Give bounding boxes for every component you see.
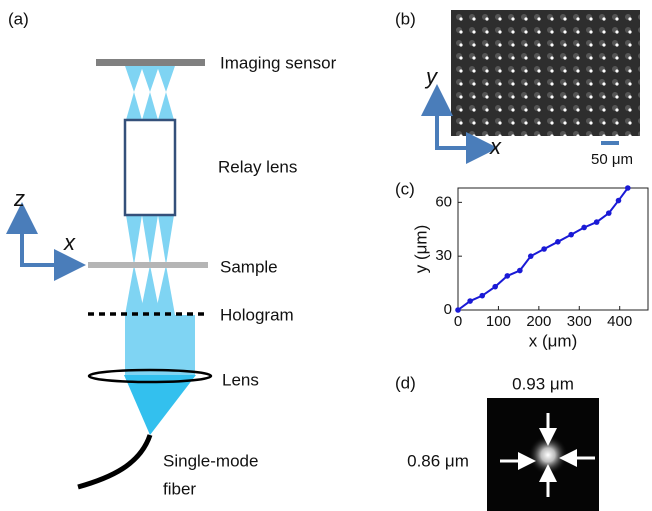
x-tick-label: 100 [486, 313, 511, 330]
point [505, 273, 511, 279]
label: Hologram [220, 305, 294, 324]
panel-label: (c) [395, 179, 415, 198]
axis-letter: x [63, 230, 76, 255]
x-tick-label: 0 [454, 313, 462, 330]
y-axis-label: y (μm) [411, 225, 430, 274]
point [492, 284, 498, 290]
panel-label: (d) [395, 373, 416, 392]
point [455, 307, 461, 313]
axis-letter: z [13, 186, 25, 211]
point [467, 298, 473, 304]
size-label: 0.93 μm [512, 374, 574, 393]
point [528, 253, 534, 259]
scale-bar [601, 141, 619, 145]
axis-letter: x [489, 134, 502, 159]
y-tick-label: 60 [435, 193, 452, 210]
y-tick-label: 30 [435, 247, 452, 264]
point [479, 293, 485, 299]
panel-label: (b) [395, 9, 416, 28]
label: fiber [163, 479, 196, 498]
point [581, 225, 587, 231]
scale-label: 50 μm [591, 151, 633, 168]
label: Single-mode [163, 451, 258, 470]
point [568, 232, 574, 238]
point [541, 246, 547, 252]
point [616, 198, 622, 204]
axis-letter: y [424, 64, 439, 89]
sensor [96, 59, 205, 66]
image [451, 10, 640, 136]
page: {"panels": {"a": "(a)", "b": "(b)", "c":… [0, 0, 652, 511]
point [594, 219, 600, 225]
chart: 0 100 200 300 400 0 30 60 x (μm) y (μm) [411, 185, 648, 350]
size-label: 0.86 μm [407, 451, 469, 470]
x-axis-label: x (μm) [529, 331, 578, 350]
label: Sample [220, 257, 278, 276]
panel-label: (a) [8, 9, 29, 28]
relay-lens [125, 120, 175, 215]
point [625, 185, 631, 191]
x-tick-label: 400 [607, 313, 632, 330]
figure: (a) Imaging sensor Relay lens Sample Hol… [0, 0, 652, 511]
x-tick-label: 200 [526, 313, 551, 330]
fiber [78, 435, 150, 487]
point [606, 210, 612, 216]
point [555, 239, 561, 245]
sample-plane [88, 262, 208, 268]
y-tick-label: 0 [444, 301, 452, 318]
spot [528, 435, 568, 475]
label: Lens [222, 370, 259, 389]
x-tick-label: 300 [567, 313, 592, 330]
label: Imaging sensor [220, 53, 337, 72]
label: Relay lens [218, 157, 297, 176]
point [517, 268, 523, 274]
